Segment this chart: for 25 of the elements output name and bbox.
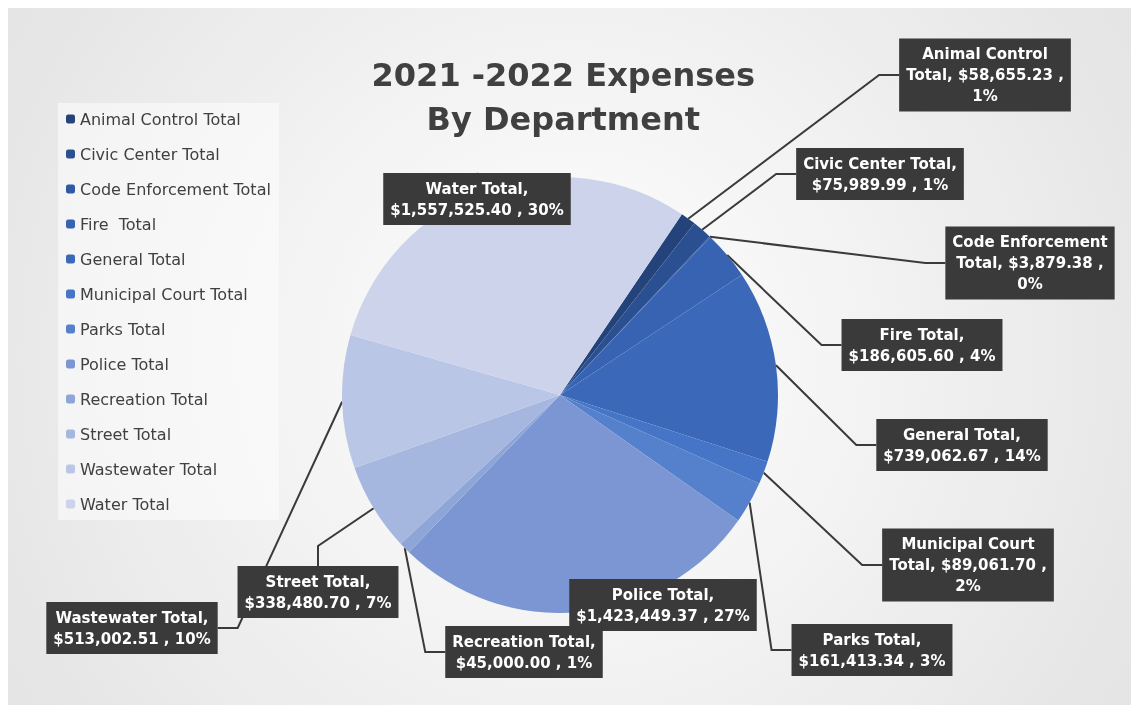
- legend-label: Parks Total: [80, 319, 166, 339]
- legend-label: Police Total: [80, 354, 169, 374]
- data-label: Street Total, $338,480.70 , 7%: [244, 572, 392, 612]
- data-label: General Total, $739,062.67 , 14%: [883, 425, 1041, 465]
- text: 2021 -2022 Expenses By Department: [371, 56, 755, 138]
- data-label: Civic Center Total, $75,989.99 , 1%: [803, 154, 957, 194]
- data-label: Police Total, $1,423,449.37 , 27%: [576, 585, 750, 625]
- data-label: Municipal Court Total, $89,061.70 , 2%: [889, 535, 1047, 595]
- legend-label: Code Enforcement Total: [80, 179, 271, 199]
- legend-label: Water Total: [80, 494, 170, 514]
- legend-label: General Total: [80, 249, 186, 269]
- legend-label: Civic Center Total: [80, 144, 220, 164]
- data-label: Wastewater Total, $513,002.51 , 10%: [53, 608, 211, 648]
- legend-label: Fire Total: [80, 214, 157, 234]
- legend-label: Street Total: [80, 424, 172, 444]
- data-label: Recreation Total, $45,000.00 , 1%: [452, 632, 596, 672]
- data-label: Parks Total, $161,413.34 , 3%: [798, 630, 946, 670]
- data-label: Fire Total, $186,605.60 , 4%: [848, 325, 996, 365]
- legend-label: Municipal Court Total: [80, 284, 248, 304]
- data-label: Animal Control Total, $58,655.23 , 1%: [906, 45, 1064, 105]
- data-label: Code Enforcement Total, $3,879.38 , 0%: [952, 233, 1108, 293]
- legend-label: Recreation Total: [80, 389, 209, 409]
- legend-label: Wastewater Total: [80, 459, 218, 479]
- data-label: Water Total, $1,557,525.40 , 30%: [390, 179, 564, 219]
- legend-label: Animal Control Total: [80, 109, 241, 129]
